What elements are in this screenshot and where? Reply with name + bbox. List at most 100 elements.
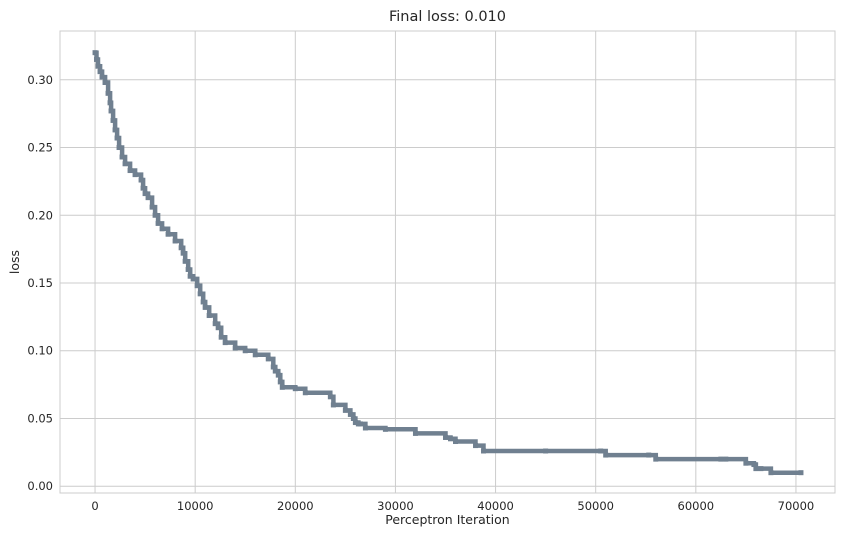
x-tick-label: 50000 — [577, 499, 614, 513]
data-point — [155, 220, 161, 226]
data-point — [178, 245, 184, 251]
plot-frame — [59, 30, 836, 494]
data-point — [187, 273, 193, 279]
data-point — [603, 452, 609, 458]
data-point — [232, 345, 238, 351]
data-point — [172, 238, 178, 244]
data-point — [279, 384, 285, 390]
data-point — [140, 185, 146, 191]
data-point — [110, 117, 116, 123]
data-point — [206, 313, 212, 319]
data-point — [112, 127, 118, 133]
x-tick-label: 70000 — [778, 499, 815, 513]
x-tick-label: 20000 — [277, 499, 314, 513]
x-tick-label: 0 — [91, 499, 98, 513]
data-point — [646, 452, 652, 458]
data-point — [743, 460, 749, 466]
data-point — [653, 456, 659, 462]
y-axis-label: loss — [7, 250, 22, 274]
data-point — [122, 161, 128, 167]
data-point — [768, 470, 774, 476]
data-point — [180, 250, 186, 256]
y-tick-label: 0.25 — [27, 141, 53, 155]
data-point — [362, 425, 368, 431]
data-point — [132, 172, 138, 178]
data-point — [543, 448, 549, 454]
data-point — [382, 426, 388, 432]
data-point — [412, 430, 418, 436]
data-point — [327, 394, 333, 400]
data-point — [252, 352, 258, 358]
data-point — [350, 415, 356, 421]
grid — [60, 31, 835, 493]
data-point — [751, 462, 757, 468]
data-point — [352, 420, 358, 426]
y-tick-label: 0.20 — [27, 208, 53, 222]
data-point — [102, 79, 108, 85]
x-tick-label: 30000 — [377, 499, 414, 513]
data-point — [200, 299, 206, 305]
data-point — [453, 439, 459, 445]
data-point — [222, 340, 228, 346]
data-point — [357, 421, 363, 427]
series-group — [92, 50, 804, 476]
data-point — [272, 368, 278, 374]
data-point — [185, 266, 191, 272]
y-tick-label: 0.00 — [27, 479, 53, 493]
data-point — [442, 434, 448, 440]
data-point — [718, 456, 724, 462]
data-point — [99, 74, 105, 80]
data-point — [190, 276, 196, 282]
loss-series — [92, 50, 804, 476]
y-tick-label: 0.10 — [27, 344, 53, 358]
x-tick-label: 10000 — [177, 499, 214, 513]
data-point — [265, 356, 271, 362]
data-point — [218, 334, 224, 340]
data-point — [152, 212, 158, 218]
data-point — [182, 258, 188, 264]
data-point — [202, 304, 208, 310]
data-point — [275, 372, 281, 378]
data-point — [723, 456, 729, 462]
data-point — [119, 154, 125, 160]
data-point — [107, 100, 113, 106]
x-tick-label: 60000 — [678, 499, 715, 513]
data-point — [753, 466, 759, 472]
data-point — [330, 402, 336, 408]
data-point — [159, 226, 165, 232]
data-point — [215, 325, 221, 331]
data-point — [108, 108, 114, 114]
data-point — [138, 177, 144, 183]
x-axis-label: Perceptron Iteration — [385, 512, 509, 527]
x-tick-labels: 0 10000 20000 30000 40000 50000 60000 70000 — [91, 499, 814, 513]
data-point — [114, 135, 120, 141]
y-tick-label: 0.30 — [27, 73, 53, 87]
data-point — [212, 321, 218, 327]
data-point — [481, 448, 487, 454]
data-point — [473, 443, 479, 449]
data-point — [448, 436, 454, 442]
data-point — [347, 411, 353, 417]
data-point — [165, 231, 171, 237]
data-point — [95, 63, 101, 69]
data-point — [116, 145, 122, 151]
data-point — [105, 90, 111, 96]
data-point — [142, 191, 148, 197]
chart-title: Final loss: 0.010 — [389, 9, 506, 25]
data-point — [145, 195, 151, 201]
data-point — [197, 291, 203, 297]
data-point — [758, 466, 764, 472]
data-point — [302, 390, 308, 396]
data-point — [277, 379, 283, 385]
y-tick-label: 0.15 — [27, 276, 53, 290]
data-point — [127, 168, 133, 174]
data-point — [798, 470, 804, 476]
data-point — [194, 283, 200, 289]
data-point — [242, 348, 248, 354]
data-point — [97, 69, 103, 75]
data-point — [92, 50, 98, 56]
data-point — [270, 364, 276, 370]
data-point — [149, 204, 155, 210]
data-point — [292, 386, 298, 392]
